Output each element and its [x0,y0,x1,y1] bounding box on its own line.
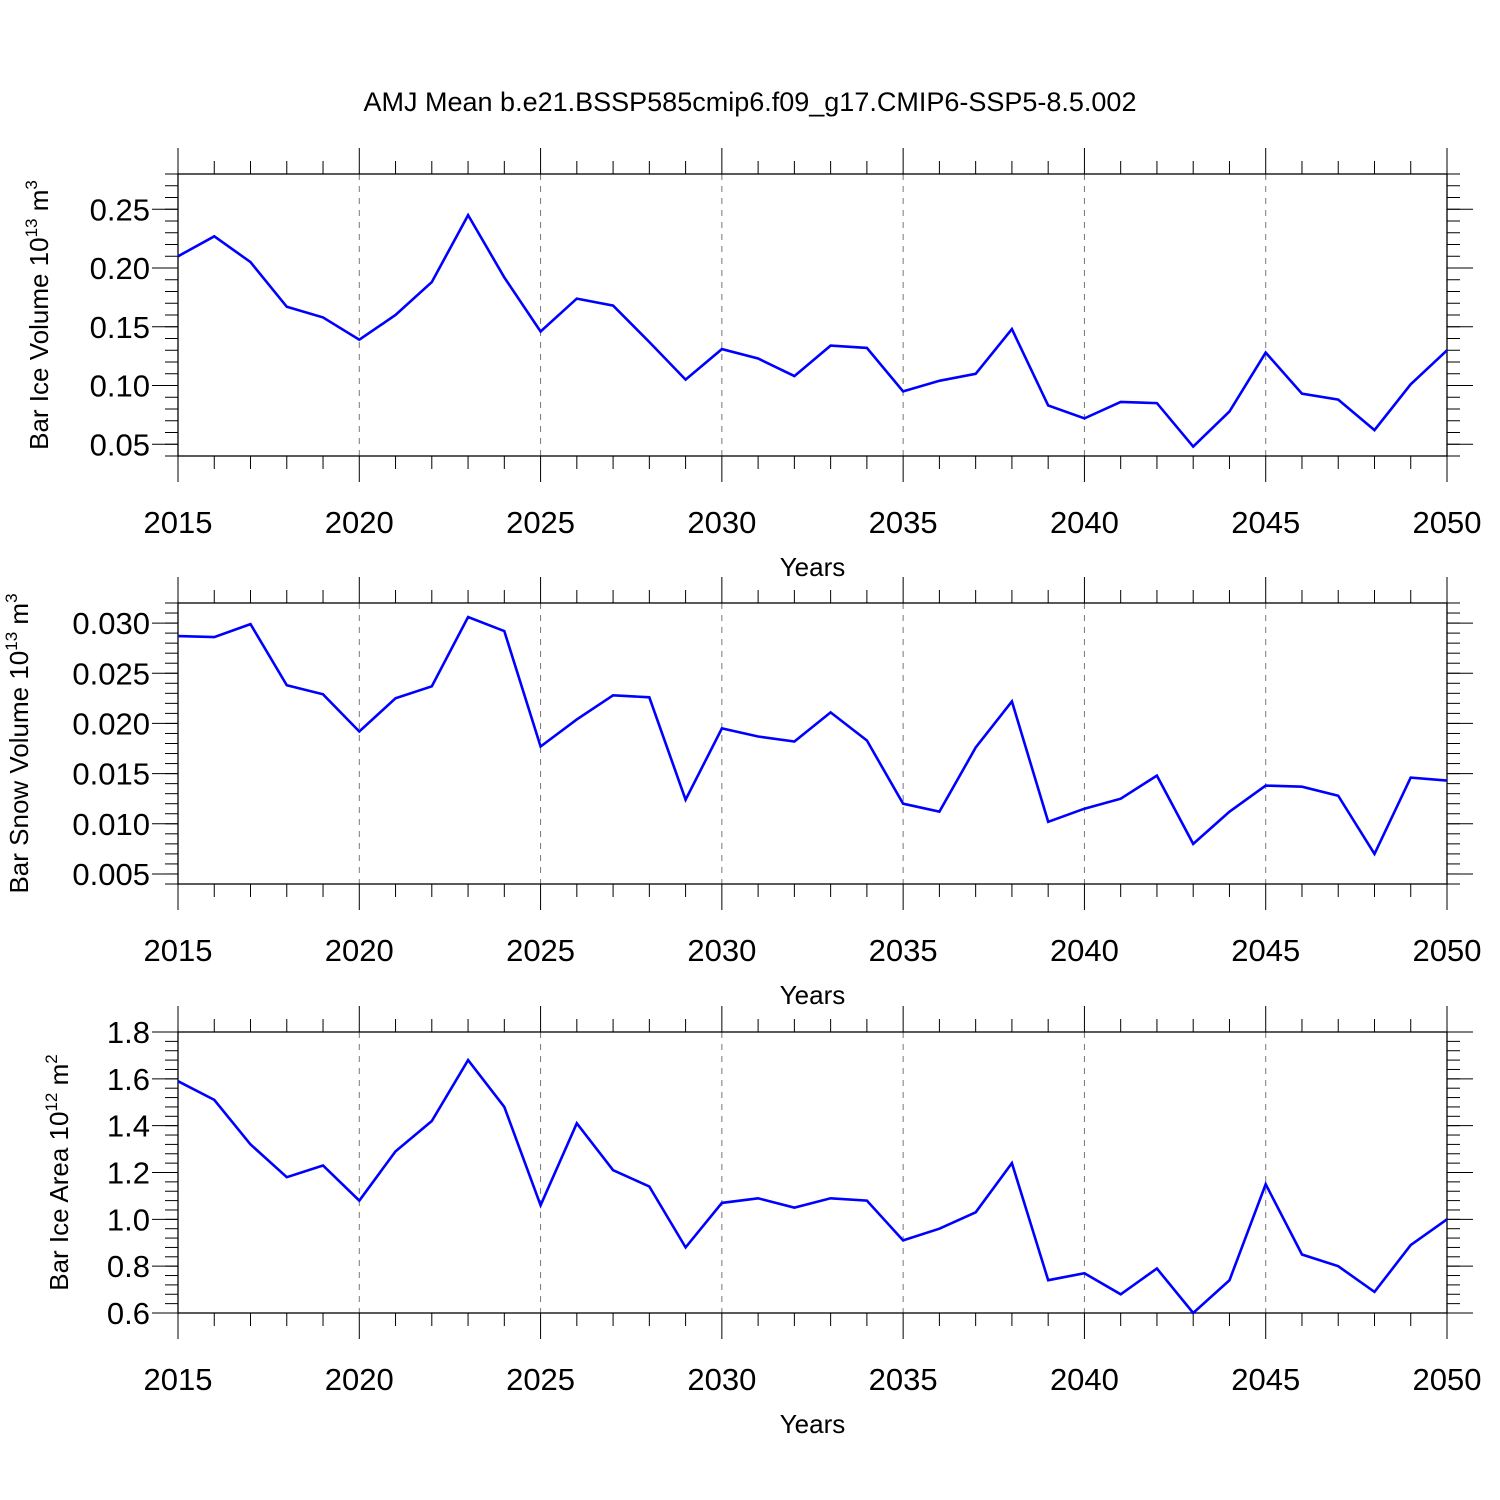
y-tick-label: 0.15 [90,310,150,345]
plot-frame [177,1031,1448,1314]
y-tick-label: 0.6 [107,1296,150,1331]
y-axis-label: Bar Snow Volume 1013 m3 [2,593,34,893]
y-tick-label: 1.8 [107,1015,150,1050]
x-tick-label: 2050 [1413,505,1482,540]
y-tick-label: 0.025 [72,656,150,691]
y-tick-label: 1.2 [107,1156,150,1191]
x-tick-label: 2025 [506,505,575,540]
x-tick-label: 2040 [1050,1362,1119,1397]
x-tick-label: 2020 [325,933,394,968]
x-tick-label: 2045 [1231,933,1300,968]
y-tick-label: 0.030 [72,606,150,641]
x-tick-label: 2035 [869,1362,938,1397]
plot-frame [177,173,1448,457]
y-tick-label: 1.0 [107,1202,150,1237]
x-tick-label: 2050 [1413,933,1482,968]
chart-panel-2: 2015 2020 2025 2030 2035 2040 2045 2050 Years 0.0… [2,577,1481,1010]
chart-title: AMJ Mean b.e21.BSSP585cmip6.f09_g17.CMIP… [364,87,1137,117]
x-axis-label: Years [780,552,846,582]
x-tick-label: 2015 [144,1362,213,1397]
chart-panel-1: 2015 2020 2025 2030 2035 2040 2045 2050 Years 0.0… [22,148,1481,582]
x-tick-label: 2020 [325,1362,394,1397]
x-tick-label: 2045 [1231,505,1300,540]
y-axis-label: Bar Ice Area 1012 m2 [42,1054,74,1291]
x-tick-label: 2035 [869,505,938,540]
y-tick-label: 0.005 [72,857,150,892]
x-axis-label: Years [780,1409,846,1439]
y-tick-label: 0.20 [90,251,150,286]
y-axis-label: Bar Ice Volume 1013 m3 [22,180,54,450]
series-line [177,212,1448,449]
y-tick-label: 0.015 [72,757,150,792]
plot-frame [177,602,1448,885]
x-axis-label: Years [780,980,846,1010]
y-tick-label: 0.25 [90,192,150,227]
y-tick-label: 0.8 [107,1249,150,1284]
x-tick-label: 2015 [144,933,213,968]
x-tick-label: 2030 [687,505,756,540]
series-line [177,1057,1448,1315]
x-tick-label: 2020 [325,505,394,540]
x-tick-label: 2040 [1050,505,1119,540]
y-tick-label: 0.10 [90,369,150,404]
x-tick-label: 2035 [869,933,938,968]
x-tick-label: 2045 [1231,1362,1300,1397]
y-tick-label: 0.05 [90,427,150,462]
chart-panel-3: 2015 2020 2025 2030 2035 2040 2045 2050 Years 0.6… [42,1006,1481,1439]
x-tick-label: 2015 [144,505,213,540]
x-tick-label: 2050 [1413,1362,1482,1397]
y-tick-label: 1.6 [107,1062,150,1097]
x-tick-label: 2030 [687,933,756,968]
x-tick-label: 2025 [506,933,575,968]
x-tick-label: 2040 [1050,933,1119,968]
x-tick-label: 2025 [506,1362,575,1397]
y-tick-label: 0.020 [72,706,150,741]
x-tick-label: 2030 [687,1362,756,1397]
y-tick-label: 0.010 [72,807,150,842]
series-line [177,615,1448,857]
y-tick-label: 1.4 [107,1109,150,1144]
